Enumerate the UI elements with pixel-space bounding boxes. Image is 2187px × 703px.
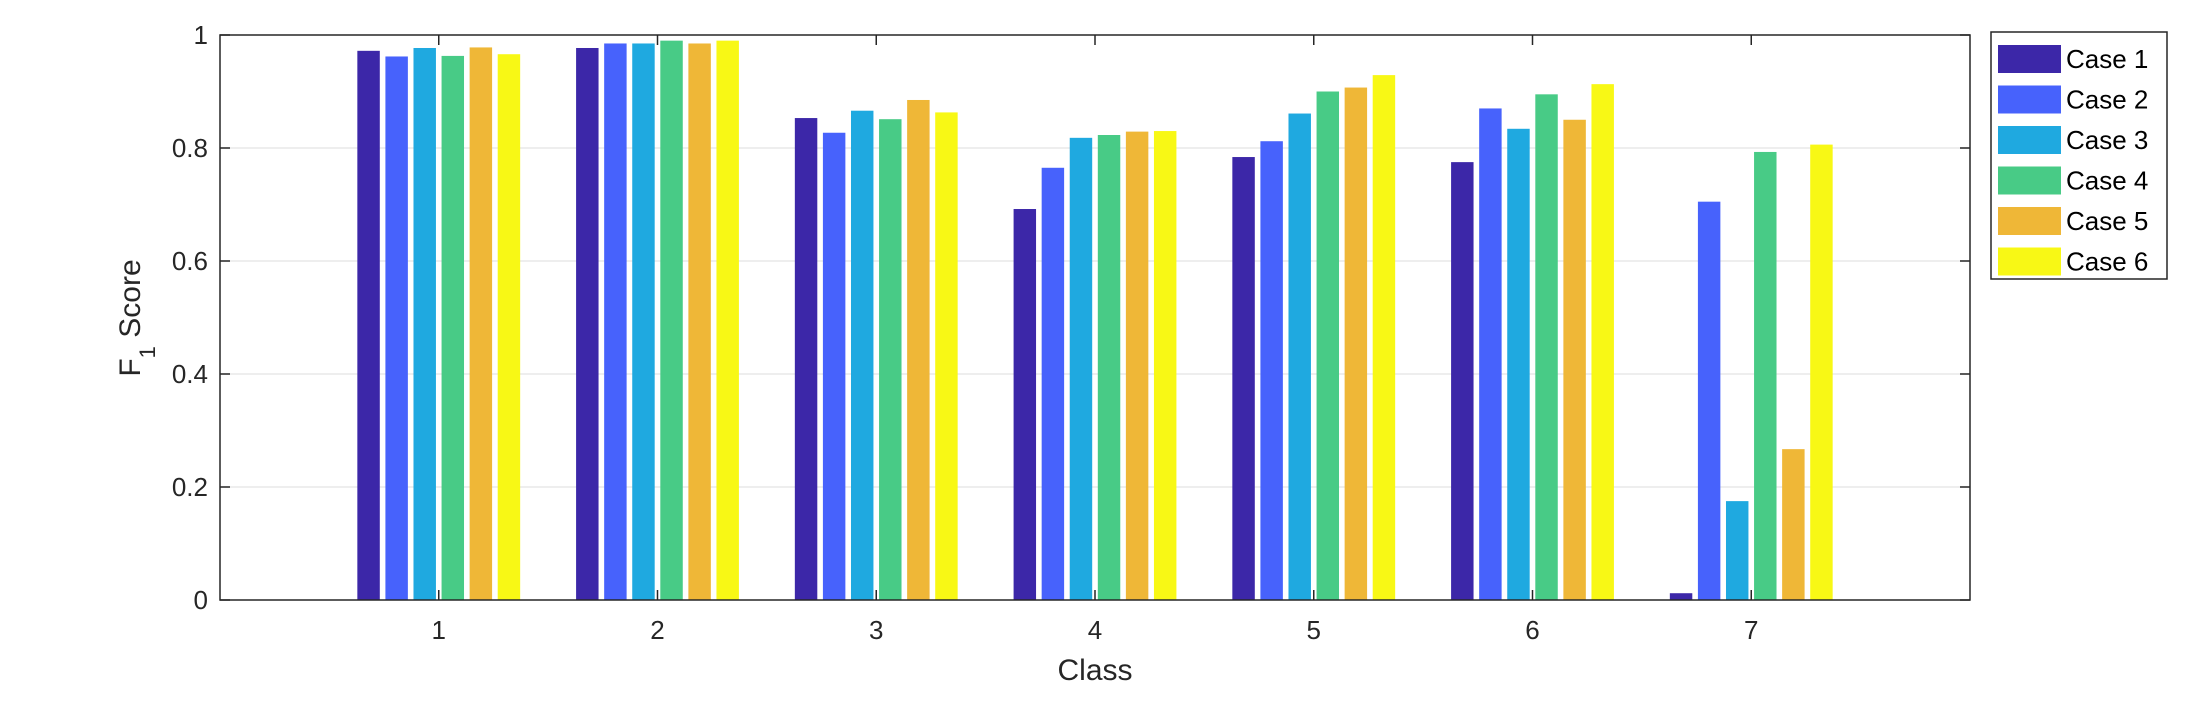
x-tick-label-7: 7 (1744, 615, 1758, 645)
bar-class-2-case-6 (716, 40, 739, 600)
bar-class-1-case-5 (469, 47, 493, 601)
legend-label-case-1: Case 1 (2066, 44, 2148, 74)
bar-class-6-case-3 (1507, 128, 1530, 601)
bar-class-4-case-2 (1041, 167, 1065, 600)
x-tick-label-1: 1 (432, 615, 446, 645)
bar-class-1-case-4 (441, 55, 465, 600)
bar-class-5-case-5 (1344, 87, 1368, 601)
bar-class-5-case-6 (1372, 75, 1396, 601)
svg-text:F1 Score: F1 Score (114, 259, 160, 376)
bar-class-4-case-1 (1013, 209, 1037, 600)
bar-class-3-case-6 (935, 112, 958, 600)
legend-swatch-case-3 (1998, 126, 2061, 154)
x-axis-label: Class (1057, 654, 1132, 687)
bar-class-2-case-3 (632, 43, 655, 601)
y-tick-label-4: 0.8 (172, 133, 208, 163)
bar-class-1-case-1 (357, 50, 380, 600)
legend-label-case-6: Case 6 (2066, 247, 2148, 277)
bar-class-3-case-4 (879, 119, 902, 600)
bar-class-2-case-1 (576, 47, 599, 601)
bar-class-6-case-4 (1535, 94, 1558, 600)
legend-label-case-2: Case 2 (2066, 85, 2148, 115)
bar-class-7-case-3 (1725, 501, 1749, 600)
bar-class-3-case-5 (907, 99, 930, 600)
bar-class-1-case-6 (497, 54, 521, 600)
bar-class-7-case-6 (1810, 144, 1833, 601)
x-tick-label-4: 4 (1088, 615, 1102, 645)
bar-class-2-case-2 (604, 43, 627, 601)
legend-items: Case 1 Case 2 Case 3 Case 4 Case 5 Case 6 (1998, 44, 2148, 277)
legend-swatch-case-2 (1998, 85, 2061, 114)
bars (357, 40, 1833, 601)
bar-class-7-case-1 (1669, 593, 1693, 600)
y-tick-label-1: 0.2 (172, 472, 208, 502)
legend-swatch-case-1 (1998, 45, 2061, 73)
bar-class-5-case-1 (1232, 157, 1255, 601)
legend-swatch-case-6 (1998, 247, 2061, 276)
bar-class-2-case-4 (660, 40, 683, 600)
bar-class-4-case-6 (1153, 131, 1177, 601)
bar-class-6-case-6 (1591, 84, 1614, 600)
bar-class-4-case-4 (1097, 135, 1121, 600)
y-axis-label-main: F (114, 358, 147, 376)
legend-box (1990, 31, 2168, 280)
bar-class-4-case-5 (1125, 131, 1149, 601)
bar-class-4-case-3 (1069, 137, 1093, 600)
x-tick-label-5: 5 (1307, 615, 1321, 645)
y-tick-label-3: 0.6 (172, 246, 208, 276)
bar-class-7-case-2 (1697, 201, 1721, 601)
y-axis-label-suffix: Score (114, 259, 147, 346)
bar-class-6-case-1 (1451, 162, 1474, 600)
bar-class-6-case-2 (1479, 108, 1502, 600)
x-tick-label-3: 3 (869, 615, 883, 645)
x-axis: 1 2 3 4 5 6 7 (432, 35, 1758, 645)
y-tick-label-5: 1 (194, 20, 208, 50)
y-tick-label-0: 0 (194, 585, 208, 615)
bar-class-6-case-5 (1563, 119, 1586, 600)
bar-class-5-case-4 (1316, 91, 1340, 600)
bar-class-5-case-3 (1288, 113, 1311, 600)
x-tick-label-6: 6 (1525, 615, 1539, 645)
legend-label-case-4: Case 4 (2066, 166, 2148, 196)
bar-class-3-case-3 (850, 110, 874, 601)
bar-class-2-case-5 (688, 43, 711, 601)
bar-class-3-case-2 (822, 132, 846, 600)
x-tick-label-2: 2 (650, 615, 664, 645)
bar-class-1-case-3 (413, 47, 436, 601)
bar-class-1-case-2 (385, 56, 408, 601)
y-tick-label-2: 0.4 (172, 359, 208, 389)
bar-class-3-case-1 (794, 118, 818, 601)
legend-swatch-case-5 (1998, 207, 2061, 235)
y-axis-label: F1 Score (114, 259, 160, 376)
legend: Case 1 Case 2 Case 3 Case 4 Case 5 Case 6 (1990, 31, 2168, 280)
y-axis-label-subscript: 1 (135, 346, 160, 358)
bar-class-7-case-4 (1754, 151, 1777, 600)
legend-swatch-case-4 (1998, 166, 2061, 195)
bar-class-5-case-2 (1260, 141, 1283, 600)
legend-label-case-5: Case 5 (2066, 206, 2148, 236)
legend-label-case-3: Case 3 (2066, 125, 2148, 155)
y-axis: 0 0.2 0.4 0.6 0.8 1 (172, 20, 1970, 615)
bar-class-7-case-5 (1782, 449, 1805, 600)
